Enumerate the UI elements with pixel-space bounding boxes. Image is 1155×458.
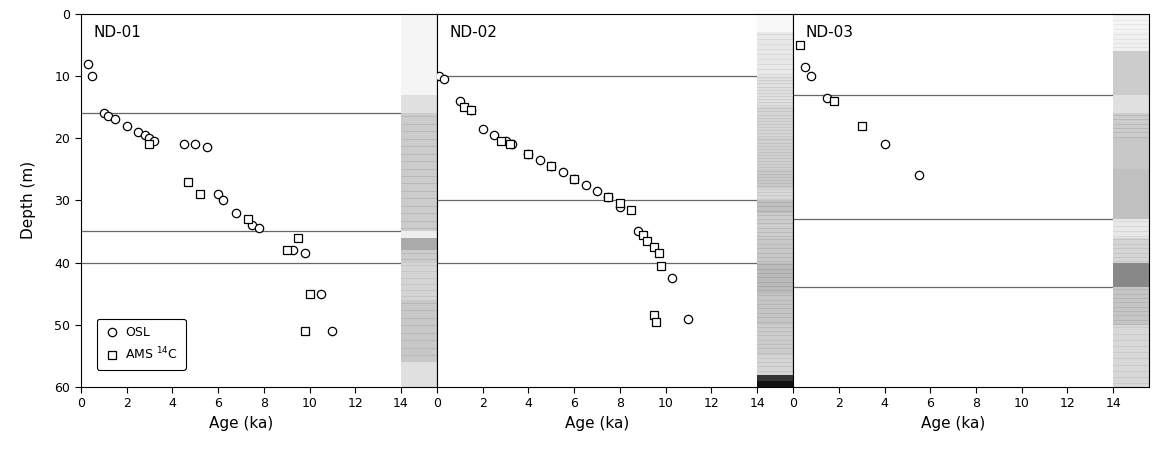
Bar xyxy=(1113,219,1149,238)
Y-axis label: Depth (m): Depth (m) xyxy=(21,161,36,240)
X-axis label: Age (ka): Age (ka) xyxy=(209,416,273,431)
Bar xyxy=(757,381,793,387)
Bar xyxy=(1113,113,1149,138)
Bar xyxy=(401,238,437,250)
Text: ND-02: ND-02 xyxy=(449,25,498,40)
Bar xyxy=(757,201,793,213)
Bar xyxy=(1113,95,1149,113)
Bar xyxy=(757,107,793,138)
X-axis label: Age (ka): Age (ka) xyxy=(565,416,629,431)
Bar xyxy=(1113,138,1149,169)
Bar xyxy=(401,231,437,238)
Bar xyxy=(401,113,437,231)
Bar xyxy=(757,325,793,356)
Bar xyxy=(757,138,793,169)
Bar xyxy=(757,33,793,76)
Bar xyxy=(401,14,437,95)
Bar xyxy=(1113,325,1149,387)
Bar xyxy=(757,238,793,262)
Text: ND-03: ND-03 xyxy=(806,25,854,40)
Bar xyxy=(401,262,437,300)
Bar xyxy=(757,294,793,325)
X-axis label: Age (ka): Age (ka) xyxy=(921,416,985,431)
Bar xyxy=(401,300,437,362)
Bar xyxy=(1113,33,1149,51)
Legend: OSL, AMS $^{14}$C: OSL, AMS $^{14}$C xyxy=(97,319,186,370)
Text: ND-01: ND-01 xyxy=(94,25,142,40)
Bar xyxy=(1113,262,1149,288)
Bar xyxy=(401,95,437,113)
Bar xyxy=(1113,51,1149,95)
Bar xyxy=(757,14,793,33)
Bar xyxy=(757,76,793,107)
Bar xyxy=(757,169,793,188)
Bar xyxy=(1113,288,1149,325)
Bar xyxy=(1113,14,1149,33)
Bar xyxy=(401,362,437,387)
Bar xyxy=(757,213,793,238)
Bar xyxy=(757,356,793,375)
Bar xyxy=(1113,238,1149,262)
Bar xyxy=(757,188,793,201)
Bar xyxy=(757,375,793,381)
Bar xyxy=(401,250,437,262)
Bar xyxy=(1113,169,1149,219)
Bar xyxy=(757,262,793,294)
